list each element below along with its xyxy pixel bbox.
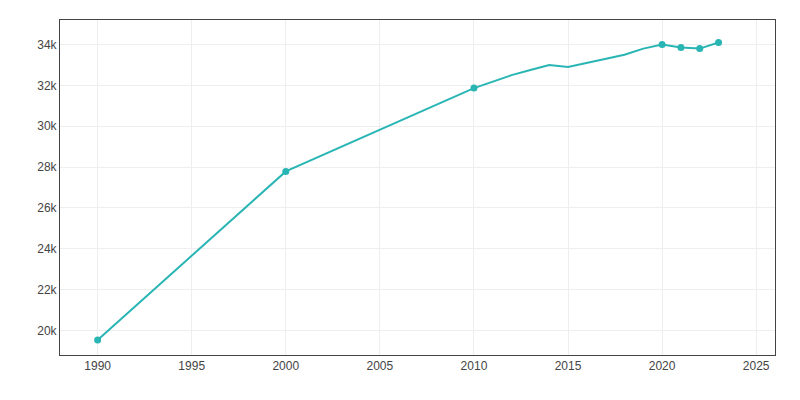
svg-text:1990: 1990 [84,359,111,373]
svg-text:22k: 22k [37,283,57,297]
svg-text:2020: 2020 [649,359,676,373]
svg-text:2025: 2025 [743,359,770,373]
svg-text:2010: 2010 [461,359,488,373]
svg-text:34k: 34k [37,38,57,52]
svg-text:2000: 2000 [272,359,299,373]
svg-text:2015: 2015 [555,359,582,373]
svg-text:30k: 30k [37,119,57,133]
svg-text:26k: 26k [37,201,57,215]
svg-text:24k: 24k [37,242,57,256]
svg-text:1995: 1995 [178,359,205,373]
svg-text:32k: 32k [37,79,57,93]
svg-text:28k: 28k [37,160,57,174]
svg-text:2005: 2005 [367,359,394,373]
svg-text:20k: 20k [37,324,57,338]
